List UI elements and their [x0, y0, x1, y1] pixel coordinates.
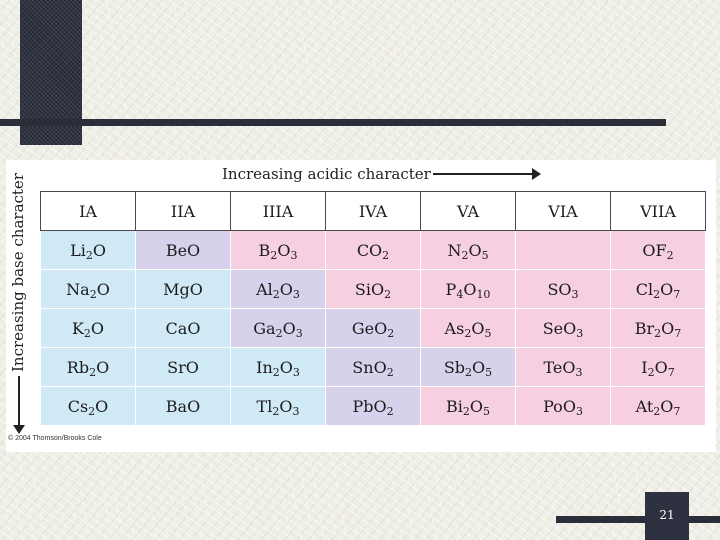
cell-br2o7: Br2O7 [610, 308, 706, 348]
oxides-table: IA IIA IIIA IVA VA VIA VIIA Li2O BeO B2O… [40, 191, 706, 426]
copyright-notice: © 2004 Thomson/Brooks Cole [8, 435, 102, 442]
cell-rb2o: Rb2O [40, 347, 136, 387]
cell-mgo: MgO [135, 269, 231, 309]
cell-of2: OF2 [610, 230, 706, 270]
oxide-figure: Increasing acidic character Increasing b… [6, 160, 716, 452]
base-trend-label: Increasing base character [9, 173, 29, 434]
cell-teo3: TeO3 [515, 347, 611, 387]
down-arrow-icon [13, 376, 25, 434]
table-row: Cs2O BaO Tl2O3 PbO2 Bi2O5 PoO3 At2O7 [40, 386, 706, 426]
cell-b2o3: B2O3 [230, 230, 326, 270]
cell-i2o7: I2O7 [610, 347, 706, 387]
cell-cs2o: Cs2O [40, 386, 136, 426]
cell-p4o10: P4O10 [420, 269, 516, 309]
cell-sio2: SiO2 [325, 269, 421, 309]
page-number: 21 [645, 492, 689, 540]
cell-co2: CO2 [325, 230, 421, 270]
header-ia: IA [40, 191, 136, 231]
cell-ga2o3: Ga2O3 [230, 308, 326, 348]
right-arrow-icon [432, 168, 541, 180]
cell-pbo2: PbO2 [325, 386, 421, 426]
cell-al2o3: Al2O3 [230, 269, 326, 309]
cell-beo: BeO [135, 230, 231, 270]
table-row: Na2O MgO Al2O3 SiO2 P4O10 SO3 Cl2O7 [40, 269, 706, 309]
cell-geo2: GeO2 [325, 308, 421, 348]
cell-seo3: SeO3 [515, 308, 611, 348]
cell-sro: SrO [135, 347, 231, 387]
header-iva: IVA [325, 191, 421, 231]
cell-sno2: SnO2 [325, 347, 421, 387]
cell-at2o7: At2O7 [610, 386, 706, 426]
cell-empty [515, 230, 611, 270]
cell-tl2o3: Tl2O3 [230, 386, 326, 426]
header-via: VIA [515, 191, 611, 231]
acidic-trend-text: Increasing acidic character [222, 165, 431, 183]
cell-as2o5: As2O5 [420, 308, 516, 348]
decorative-bar [0, 119, 666, 126]
table-header-row: IA IIA IIIA IVA VA VIA VIIA [40, 191, 706, 231]
footer-bar [556, 516, 720, 523]
header-iiia: IIIA [230, 191, 326, 231]
table-row: K2O CaO Ga2O3 GeO2 As2O5 SeO3 Br2O7 [40, 308, 706, 348]
table-row: Rb2O SrO In2O3 SnO2 Sb2O5 TeO3 I2O7 [40, 347, 706, 387]
cell-li2o: Li2O [40, 230, 136, 270]
cell-sb2o5: Sb2O5 [420, 347, 516, 387]
header-iia: IIA [135, 191, 231, 231]
base-trend-text: Increasing base character [9, 173, 27, 372]
cell-bi2o5: Bi2O5 [420, 386, 516, 426]
cell-poo3: PoO3 [515, 386, 611, 426]
table-row: Li2O BeO B2O3 CO2 N2O5 OF2 [40, 230, 706, 270]
header-viia: VIIA [610, 191, 706, 231]
cell-so3: SO3 [515, 269, 611, 309]
cell-n2o5: N2O5 [420, 230, 516, 270]
cell-cao: CaO [135, 308, 231, 348]
cell-na2o: Na2O [40, 269, 136, 309]
cell-in2o3: In2O3 [230, 347, 326, 387]
cell-cl2o7: Cl2O7 [610, 269, 706, 309]
cell-bao: BaO [135, 386, 231, 426]
cell-k2o: K2O [40, 308, 136, 348]
acidic-trend-label: Increasing acidic character [222, 163, 541, 185]
header-va: VA [420, 191, 516, 231]
